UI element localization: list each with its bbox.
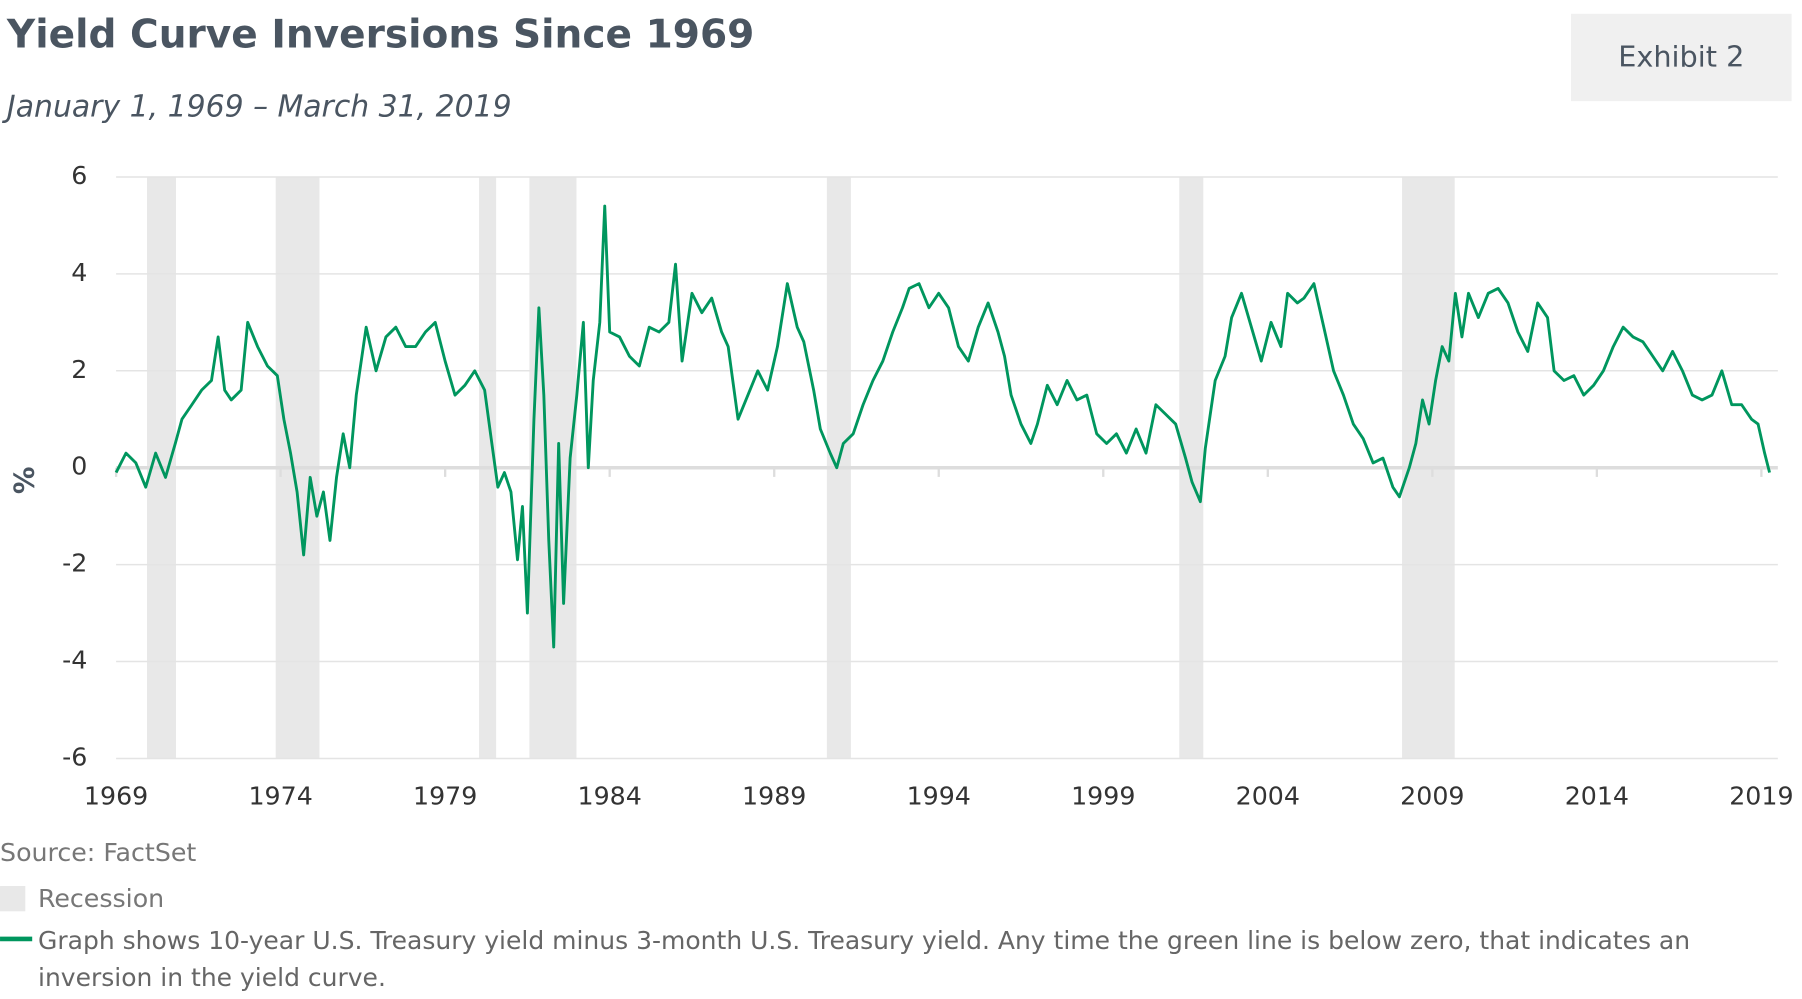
x-tick-label: 1984 xyxy=(578,782,642,811)
y-axis-label: % xyxy=(7,467,40,495)
legend-recession-swatch xyxy=(0,886,26,912)
legend-recession-label: Recession xyxy=(38,884,164,913)
chart-subtitle: January 1, 1969 – March 31, 2019 xyxy=(2,90,512,125)
x-tick-label: 1979 xyxy=(413,782,477,811)
x-tick-label: 2019 xyxy=(1729,782,1793,811)
x-tick-label: 1999 xyxy=(1071,782,1135,811)
y-tick-label: 0 xyxy=(71,452,87,481)
legend-line-label: Graph shows 10-year U.S. Treasury yield … xyxy=(38,926,1691,992)
x-tick-label: 1994 xyxy=(907,782,971,811)
y-tick-label: 6 xyxy=(71,161,87,190)
x-tick-label: 2004 xyxy=(1236,782,1300,811)
y-tick-label: -4 xyxy=(62,646,87,675)
x-tick-label: 1989 xyxy=(742,782,806,811)
y-tick-label: -6 xyxy=(62,742,87,771)
source: Source: FactSet xyxy=(0,838,196,867)
series-line xyxy=(114,204,1771,649)
y-tick-label: 2 xyxy=(71,355,87,384)
x-tick-label: 2009 xyxy=(1400,782,1464,811)
x-tick-label: 2014 xyxy=(1565,782,1629,811)
y-tick-label: -2 xyxy=(62,549,87,578)
x-tick-label: 1974 xyxy=(248,782,312,811)
chart-title: Yield Curve Inversions Since 1969 xyxy=(6,12,754,57)
exhibit-box xyxy=(1570,13,1792,102)
y-tick-label: 4 xyxy=(71,258,87,287)
x-tick-label: 1969 xyxy=(84,782,148,811)
exhibit-label: Exhibit 2 xyxy=(1618,40,1744,74)
plot-area: -6 -4 -2 0 2 4 6 1969 1974 1979 1984 1989 1994 1999 20… xyxy=(62,161,1793,811)
